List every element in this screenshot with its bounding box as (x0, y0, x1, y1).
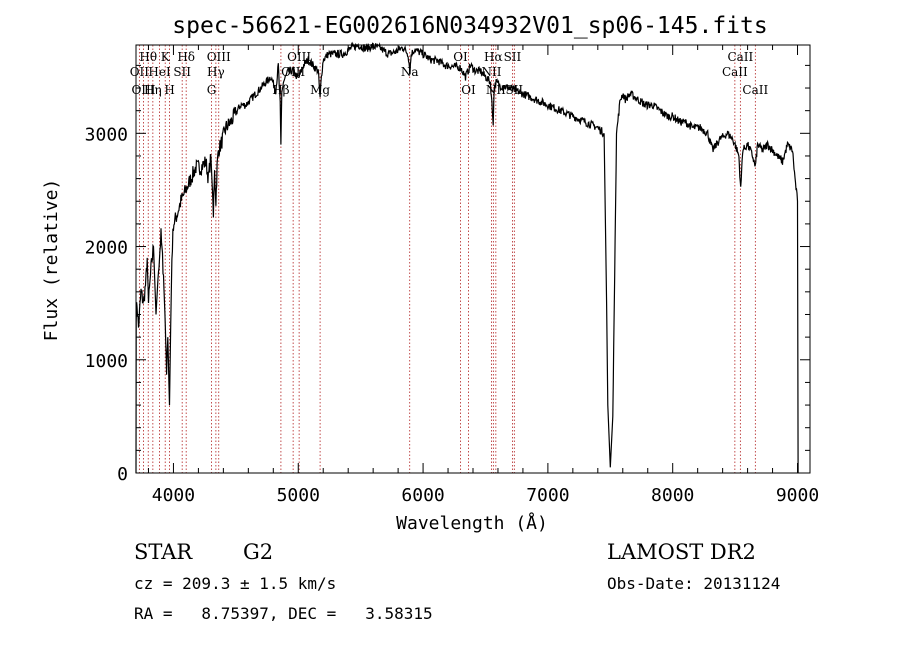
y-tick-label-2000: 2000 (85, 238, 128, 259)
x-tick-label-4000: 4000 (152, 485, 195, 506)
coordinates: RA = 8.75397, DEC = 3.58315 (134, 604, 433, 623)
x-tick-label-9000: 9000 (776, 485, 819, 506)
y-axis: 0 1000 2000 3000 (85, 64, 810, 485)
plot-frame (135, 44, 811, 474)
line-label-25: CaII (722, 65, 748, 79)
line-label-1: OII (130, 65, 150, 79)
line-label-0: Hθ (139, 50, 157, 64)
line-label-7: Hδ (177, 50, 195, 64)
x-axis: 4000 5000 6000 7000 8000 9000 (147, 45, 819, 506)
y-axis-label: Flux (relative) (41, 179, 62, 342)
y-tick-label-0: 0 (117, 464, 128, 485)
line-label-3: Hη (144, 83, 162, 97)
line-label-5: HeI (148, 65, 171, 79)
y-tick-label-1000: 1000 (85, 351, 128, 372)
object-class: STAR (134, 540, 193, 564)
line-label-8: SII (173, 65, 191, 79)
line-label-2: OIII (131, 83, 155, 97)
line-label-21: NII (481, 65, 501, 79)
spectrum-line (135, 41, 799, 474)
line-label-11: G (207, 83, 217, 97)
line-label-6: H (164, 83, 174, 97)
line-label-26: CaII (742, 83, 768, 97)
x-tick-label-8000: 8000 (651, 485, 694, 506)
line-label-24: CaII (727, 50, 753, 64)
redshift-velocity: cz = 209.3 ± 1.5 km/s (134, 574, 337, 593)
x-axis-label: Wavelength (Å) (396, 512, 548, 534)
line-label-9: OIII (207, 50, 231, 64)
line-label-20: SII (504, 50, 522, 64)
chart-title: spec-56621-EG002616N034932V01_sp06-145.f… (172, 13, 767, 39)
object-subclass: G2 (243, 540, 274, 564)
x-tick-label-5000: 5000 (277, 485, 320, 506)
line-label-10: Hγ (207, 65, 225, 79)
line-label-17: OI (453, 50, 468, 64)
observation-date: Obs-Date: 20131124 (607, 574, 781, 593)
y-tick-label-3000: 3000 (85, 124, 128, 145)
emission-line-markers (138, 45, 756, 473)
line-label-4: K (161, 50, 171, 64)
line-label-19: Hα (484, 50, 503, 64)
x-tick-label-7000: 7000 (526, 485, 569, 506)
x-tick-label-6000: 6000 (401, 485, 444, 506)
line-label-18: OI (461, 83, 476, 97)
survey-name: LAMOST DR2 (607, 540, 756, 564)
